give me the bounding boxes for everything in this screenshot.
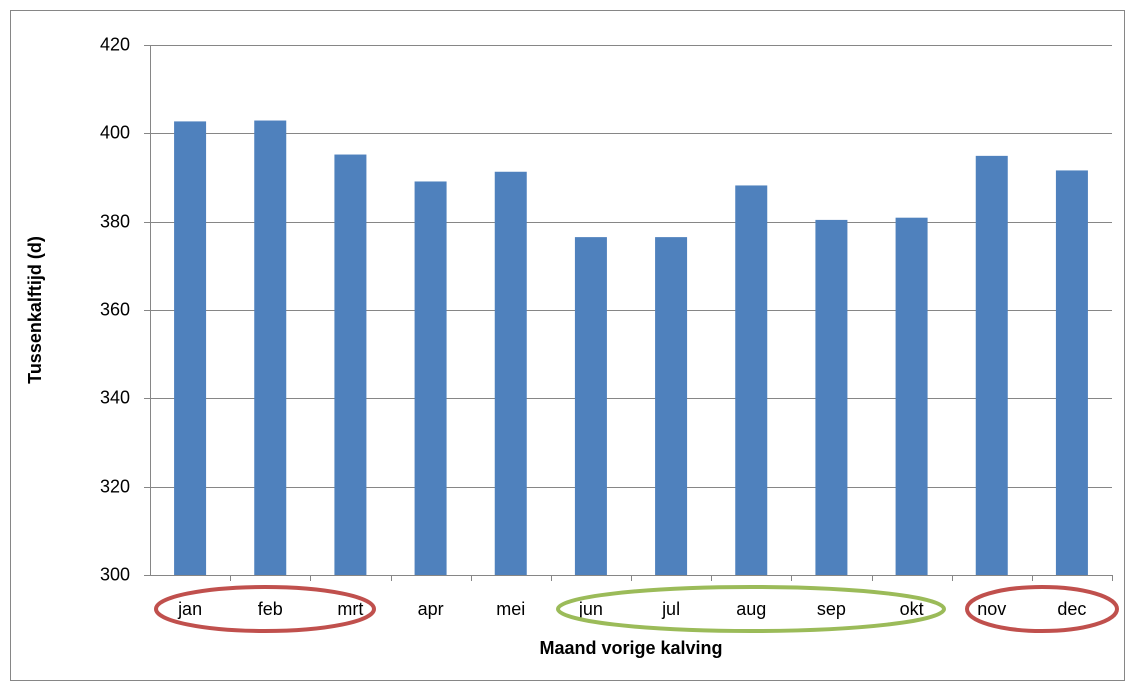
x-tick-label: apr	[418, 599, 444, 619]
bar	[1055, 170, 1088, 575]
bar	[735, 185, 768, 575]
bar	[174, 121, 207, 576]
x-tick-label: aug	[736, 599, 766, 619]
y-tick-label: 420	[100, 34, 130, 54]
bar	[655, 237, 688, 575]
highlight-red	[154, 585, 376, 633]
bar	[334, 154, 367, 576]
x-tick-label: jun	[578, 599, 603, 619]
x-tick-label: sep	[817, 599, 846, 619]
bar	[414, 181, 447, 575]
y-tick-label: 360	[100, 299, 130, 319]
y-tick-label: 340	[100, 387, 130, 407]
bar	[494, 171, 527, 575]
x-tick-label: okt	[900, 599, 924, 619]
bar	[254, 120, 287, 576]
x-tick-label: mei	[496, 599, 525, 619]
x-tick-label: jan	[177, 599, 202, 619]
highlight-green	[556, 585, 946, 633]
y-tick-label: 380	[100, 211, 130, 231]
x-tick-label: dec	[1057, 599, 1086, 619]
x-tick-label: feb	[258, 599, 283, 619]
x-tick-label: jul	[661, 599, 680, 619]
y-tick-label: 300	[100, 564, 130, 584]
y-axis-title: Tussenkalftijd (d)	[25, 236, 45, 384]
bar	[975, 155, 1008, 575]
x-tick-label: nov	[977, 599, 1006, 619]
bar	[815, 219, 848, 575]
bar	[574, 237, 607, 575]
x-axis-title: Maand vorige kalving	[539, 638, 722, 658]
highlight-red	[965, 585, 1119, 633]
plot: 300 320 340 360 380 400 420 jan feb mrt apr mei jun j…	[100, 34, 1113, 619]
x-tick-label: mrt	[337, 599, 363, 619]
bar	[895, 217, 928, 576]
y-tick-label: 320	[100, 476, 130, 496]
y-tick-label: 400	[100, 122, 130, 142]
